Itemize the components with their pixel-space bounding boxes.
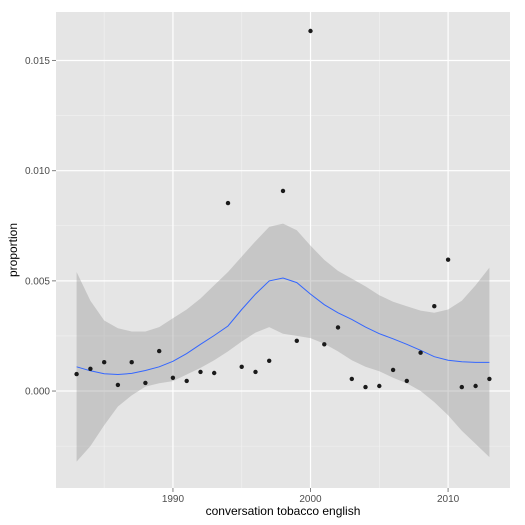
confidence-band <box>76 223 490 462</box>
data-point <box>335 325 341 330</box>
data-point <box>418 350 423 355</box>
data-point <box>267 358 272 363</box>
data-point <box>170 375 176 380</box>
data-points <box>74 28 492 390</box>
data-point <box>239 364 244 369</box>
y-axis-title: proportion <box>6 223 20 277</box>
data-point <box>88 366 93 371</box>
data-point <box>115 382 121 388</box>
data-point <box>143 380 148 386</box>
data-point <box>308 28 313 34</box>
data-point <box>157 348 162 354</box>
data-point <box>212 370 217 376</box>
x-axis: 1990 2000 2010 <box>162 488 460 505</box>
plot-panel <box>56 12 510 488</box>
data-point <box>294 338 299 343</box>
x-axis-title: conversation tobacco english <box>206 504 361 518</box>
data-point <box>445 257 451 262</box>
smooth-line <box>76 277 490 376</box>
data-point <box>390 367 396 373</box>
data-point <box>473 383 478 389</box>
data-point <box>432 304 437 309</box>
data-point <box>225 200 231 206</box>
y-axis: 0.000 0.005 0.010 0.015 <box>25 56 56 398</box>
data-point <box>404 378 409 384</box>
x-tick-label: 2000 <box>299 494 322 505</box>
data-point <box>129 360 134 365</box>
y-tick-label: 0.000 <box>25 387 50 398</box>
x-tick-label: 1990 <box>162 494 185 505</box>
y-tick-label: 0.010 <box>25 166 50 177</box>
data-point <box>74 371 79 377</box>
minor-gridlines <box>56 12 510 488</box>
y-tick-label: 0.005 <box>25 276 50 287</box>
data-point <box>322 342 327 347</box>
x-tick-label: 2010 <box>437 494 460 505</box>
data-point <box>349 376 354 382</box>
data-point <box>102 360 107 365</box>
data-point <box>198 369 203 375</box>
data-point <box>280 188 286 194</box>
data-point <box>363 384 368 390</box>
data-point <box>459 384 464 390</box>
major-gridlines <box>56 12 510 488</box>
data-point <box>253 369 258 375</box>
data-point <box>184 378 189 384</box>
data-point <box>487 376 492 382</box>
data-point <box>377 383 382 389</box>
y-tick-label: 0.015 <box>25 56 50 67</box>
